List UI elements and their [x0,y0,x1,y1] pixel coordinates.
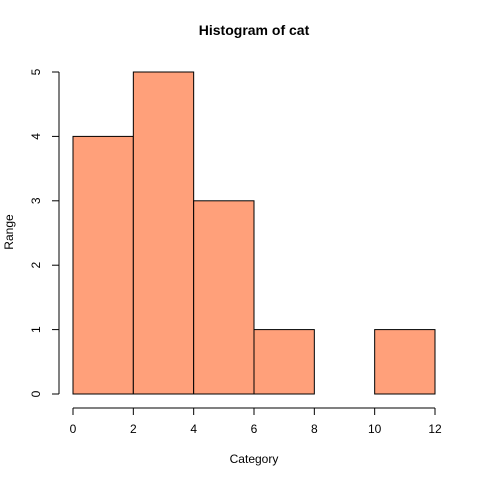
x-tick-label: 12 [428,422,442,436]
y-tick-label: 4 [29,133,43,140]
y-tick-label: 1 [29,326,43,333]
x-tick-label: 8 [311,422,318,436]
chart-title: Histogram of cat [199,22,310,38]
y-tick-label: 5 [29,68,43,75]
y-tick-label: 0 [29,390,43,397]
x-axis-label: Category [230,452,279,466]
y-axis-label: Range [2,214,16,250]
histogram-bar-10-12 [374,329,436,395]
y-axis: 0 1 2 3 4 5 [29,68,60,397]
x-tick-label: 0 [70,422,77,436]
histogram-bar-2-4 [132,71,195,395]
y-tick-label: 3 [29,197,43,204]
histogram-bar-0-2 [72,135,134,395]
histogram-bar-4-6 [193,200,255,395]
bars-group [72,71,436,395]
x-tick-label: 6 [251,422,258,436]
x-tick-label: 4 [190,422,197,436]
x-tick-label: 2 [130,422,137,436]
x-tick-label: 10 [368,422,382,436]
histogram-bar-6-8 [253,329,315,395]
y-tick-label: 2 [29,262,43,269]
x-axis: 0 2 4 6 8 10 12 [70,407,442,436]
